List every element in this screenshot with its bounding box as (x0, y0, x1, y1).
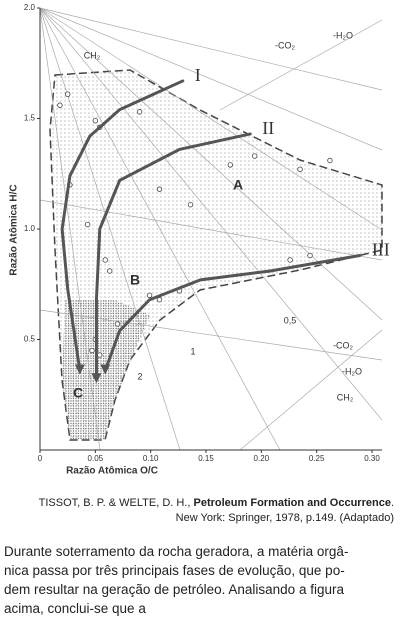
question-line: dem resultar na geração de petróleo. Ana… (4, 582, 344, 597)
annotation: A (233, 177, 243, 193)
annotation: CH₂ (84, 50, 101, 60)
sample-point (84, 221, 91, 228)
sample-point (307, 252, 313, 259)
question-line: Durante soterramento da rocha geradora, … (4, 544, 349, 559)
y-tick-label: 0.5 (24, 335, 36, 344)
caption: TISSOT, B. P. & WELTE, D. H., Petroleum … (20, 496, 394, 526)
chart: Razão Atômica H/C Razão Atômica O/C 0 0.0… (9, 3, 390, 477)
sample-point (227, 162, 234, 168)
path-label: I (195, 65, 201, 85)
question-line: acima, conclui-se que a (4, 601, 146, 616)
y-tick-label: 1.5 (24, 114, 36, 123)
sample-point (297, 166, 303, 173)
x-tick-label: 0 (38, 454, 43, 463)
annotation: 0,5 (284, 315, 297, 325)
sample-point (287, 257, 293, 263)
annotation: C (73, 385, 83, 401)
sample-point (92, 118, 99, 124)
x-tick-label: 0.25 (309, 454, 325, 463)
question-line: nica passa por três principais fases de … (4, 563, 345, 578)
annotation: B (130, 272, 140, 288)
annotation: -CO₂ (275, 40, 295, 50)
path-label: II (262, 118, 274, 138)
annotation: -H₂O (333, 30, 353, 40)
sample-point (251, 153, 258, 159)
sample-point (89, 347, 95, 354)
sample-point (57, 102, 63, 108)
caption-title: Petroleum Formation and Occurrence (193, 497, 391, 509)
annotation: CH₂ (337, 392, 354, 402)
caption-text: TISSOT, B. P. & WELTE, D. H., (38, 497, 194, 509)
sample-point (187, 201, 194, 208)
annotation: -H₂O (342, 366, 362, 376)
sample-point (114, 321, 121, 327)
sample-point (107, 268, 113, 274)
sample-point (327, 157, 333, 164)
sample-point (64, 91, 71, 97)
question: Durante soterramento da rocha geradora, … (4, 542, 348, 618)
annotation: 2 (137, 371, 142, 381)
y-tick-label: 1.0 (24, 224, 36, 233)
annotation: 1 (190, 346, 195, 356)
sample-point (156, 297, 163, 303)
iso-lines (39, 7, 383, 451)
sample-point (97, 352, 103, 358)
x-tick-label: 0.30 (364, 454, 380, 463)
x-tick-label: 0.20 (254, 454, 270, 463)
sample-point (156, 186, 163, 192)
x-tick-label: 0.15 (198, 454, 214, 463)
evolution-path (94, 132, 252, 381)
y-axis-label: Razão Atômica H/C (9, 184, 20, 275)
path-label: III (372, 240, 390, 260)
x-tick-label: 0.10 (143, 454, 159, 463)
sample-point (146, 292, 153, 298)
sample-point (102, 257, 108, 263)
x-tick-label: 0.05 (88, 454, 104, 463)
annotation: -CO₂ (333, 340, 353, 350)
arrow-head (91, 373, 102, 384)
evolution-path (60, 79, 185, 372)
arrow-head (100, 364, 111, 375)
sample-point (136, 109, 143, 115)
x-axis-label: Razão Atômica O/C (66, 466, 158, 477)
arrow-head (74, 364, 85, 375)
caption-text: . New York: Springer, 1978, p.149. (Adap… (175, 497, 394, 524)
y-tick-label: 2.0 (24, 3, 36, 12)
evolution-path (103, 254, 362, 372)
